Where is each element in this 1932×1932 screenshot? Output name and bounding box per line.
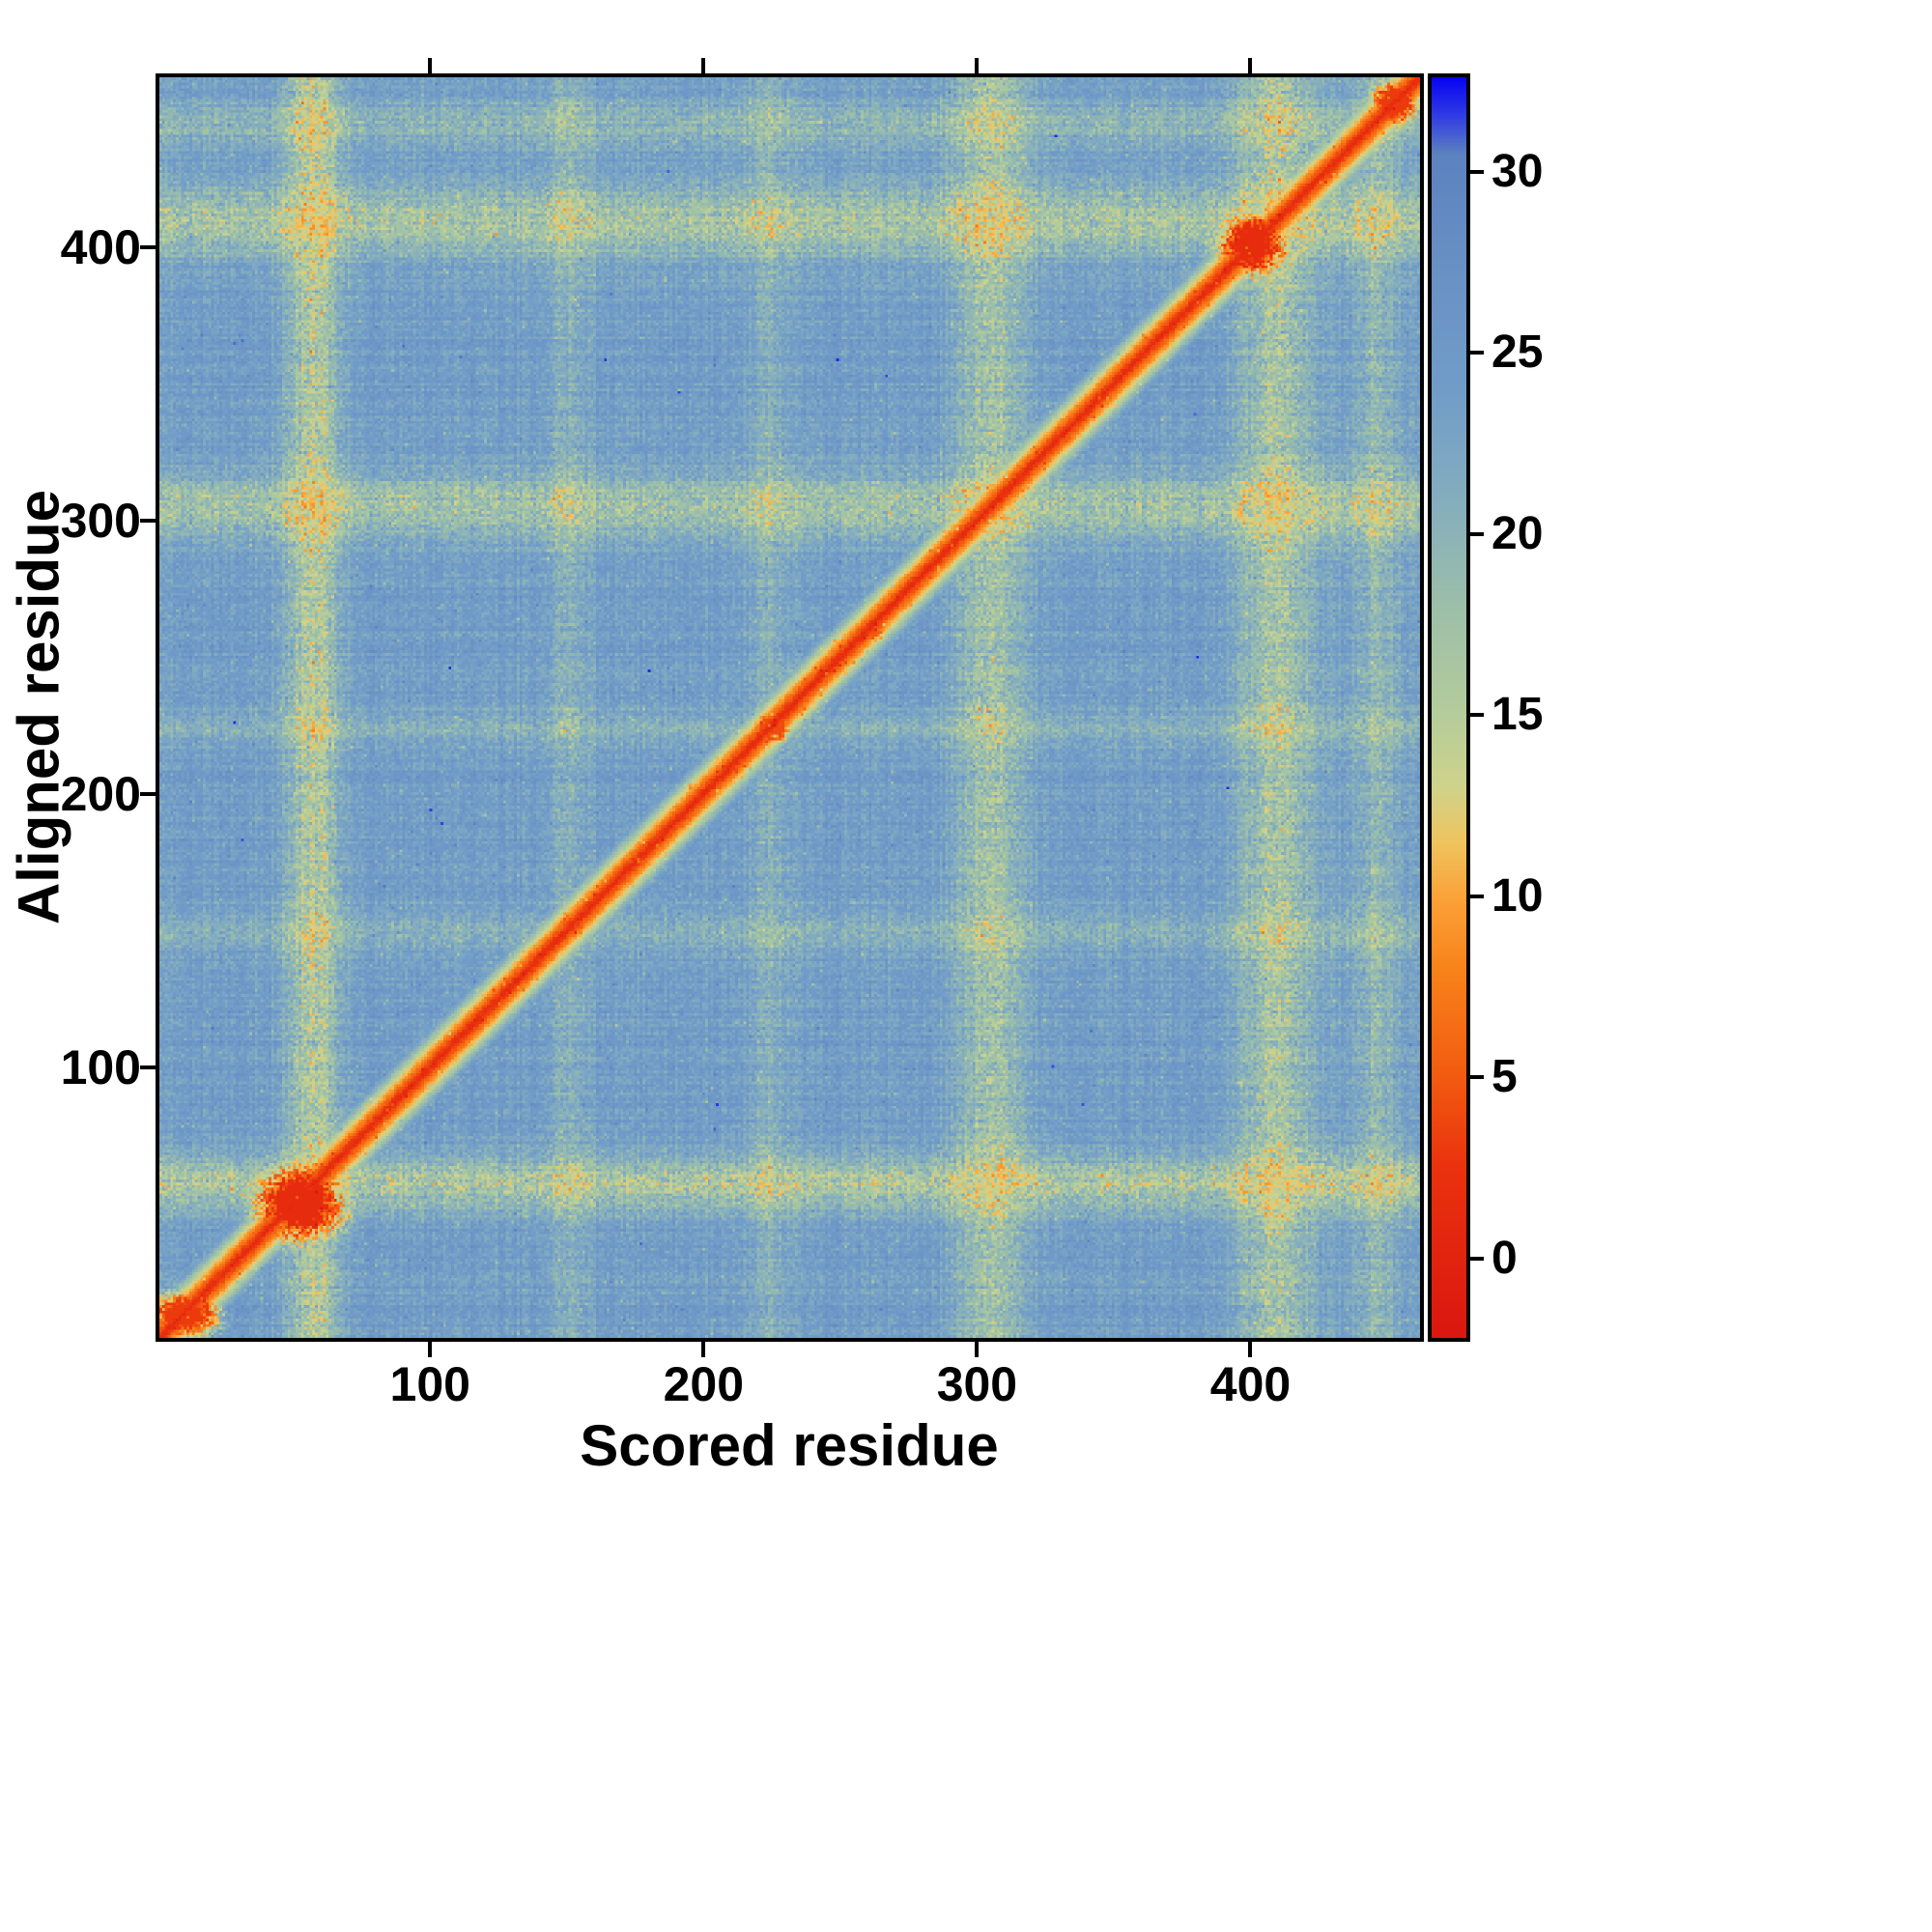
colorbar-tick-mark [1470,351,1484,355]
x-tick-mark-top [1248,58,1253,73]
colorbar-tick-label: 5 [1492,1051,1518,1102]
x-tick-mark-bottom [1248,1342,1253,1357]
colorbar-tick-mark [1470,713,1484,717]
y-tick-label: 200 [60,766,141,821]
colorbar-tick-label: 25 [1492,327,1544,378]
y-tick-mark [140,518,156,523]
x-tick-mark-bottom [428,1342,433,1357]
x-tick-mark-top [701,58,706,73]
y-tick-label: 300 [60,493,141,548]
colorbar-tick-label: 30 [1492,145,1544,197]
colorbar-tick-label: 0 [1492,1232,1518,1284]
x-tick-label: 300 [936,1357,1018,1411]
colorbar-tick-label: 20 [1492,507,1544,559]
x-tick-mark-top [975,58,980,73]
x-tick-mark-top [428,58,433,73]
colorbar-tick-mark [1470,1075,1484,1079]
x-tick-label: 400 [1209,1357,1292,1411]
colorbar-tick-mark [1470,1256,1484,1261]
x-tick-mark-bottom [975,1342,980,1357]
y-tick-mark [140,791,156,796]
x-tick-label: 100 [389,1357,470,1411]
x-tick-label: 200 [663,1357,745,1411]
colorbar-tick-mark [1470,894,1484,898]
colorbar-tick-mark [1470,531,1484,536]
y-tick-label: 400 [60,219,141,274]
x-axis-title: Scored residue [580,1413,999,1478]
colorbar-tick-label: 10 [1492,869,1544,922]
colorbar-tick-mark [1470,169,1484,174]
y-tick-mark [140,244,156,249]
colorbar-canvas [1432,77,1466,1338]
y-tick-mark [140,1065,156,1069]
x-tick-mark-bottom [701,1342,706,1357]
y-axis-title: Aligned residue [6,489,71,925]
heatmap-canvas [159,77,1420,1338]
colorbar-tick-label: 15 [1492,689,1544,740]
y-tick-label: 100 [60,1039,141,1094]
